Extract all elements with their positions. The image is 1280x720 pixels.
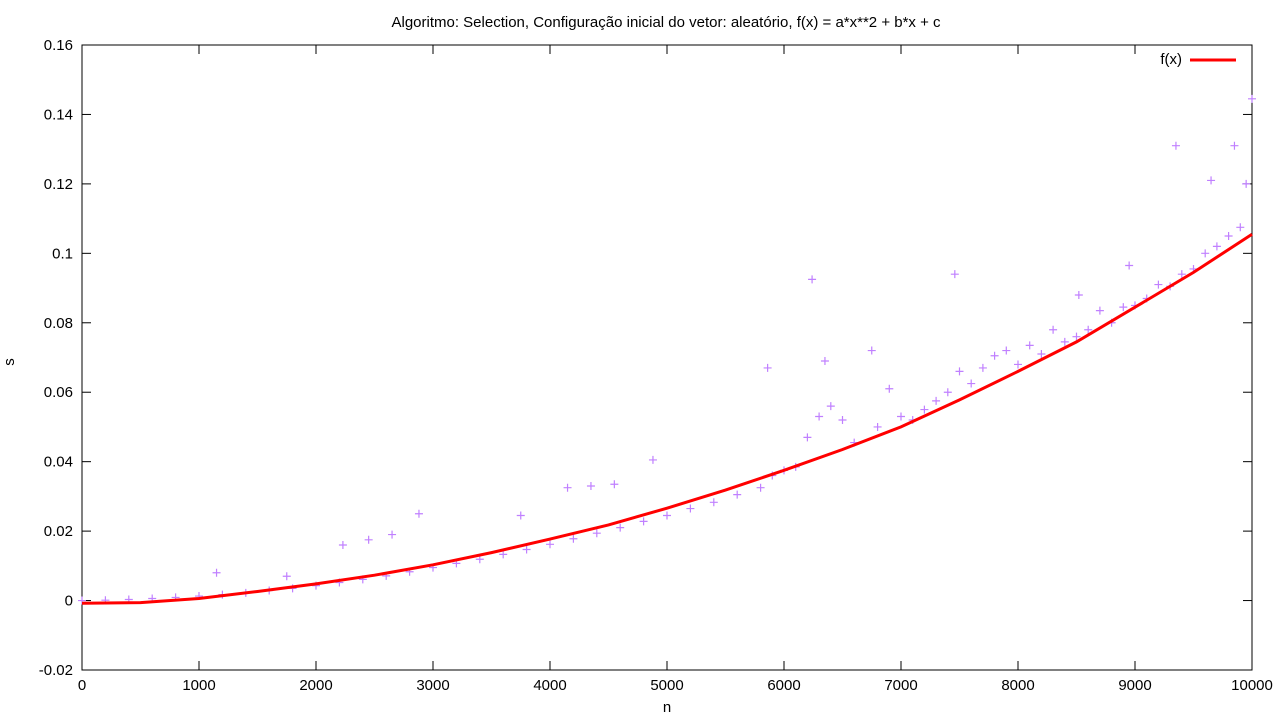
data-point <box>1230 141 1239 150</box>
data-point <box>885 384 894 393</box>
data-point <box>563 483 572 492</box>
data-point <box>873 422 882 431</box>
data-point <box>943 388 952 397</box>
data-point <box>920 405 929 414</box>
data-point <box>610 480 619 489</box>
y-axis-label: s <box>1 358 18 366</box>
y-tick-label: -0.02 <box>39 662 73 679</box>
data-point <box>808 275 817 284</box>
data-point <box>338 541 347 549</box>
data-point <box>826 402 835 411</box>
y-axis: -0.02 0 0.02 0.04 0.06 0.08 0.1 0.12 0.14 0.16 <box>39 37 1252 679</box>
data-point <box>978 363 987 372</box>
data-point <box>1072 332 1081 341</box>
data-point <box>686 504 695 513</box>
data-point <box>1125 261 1134 270</box>
y-tick-label: 0.06 <box>44 384 73 401</box>
data-point <box>616 523 625 532</box>
data-point <box>1201 249 1210 258</box>
data-point <box>569 534 578 543</box>
data-point <box>932 396 941 405</box>
data-point <box>756 483 765 492</box>
data-point <box>1002 346 1011 355</box>
data-point <box>1212 242 1221 251</box>
data-point <box>522 545 531 554</box>
data-point <box>592 529 601 538</box>
data-point <box>709 498 718 507</box>
data-point <box>663 511 671 520</box>
x-tick-label: 7000 <box>884 677 917 694</box>
y-tick-label: 0.02 <box>44 523 73 540</box>
y-tick-label: 0.04 <box>44 454 73 471</box>
data-point <box>1236 223 1245 232</box>
data-point <box>282 572 291 581</box>
data-point <box>803 433 812 442</box>
data-point <box>639 517 648 526</box>
x-tick-label: 1000 <box>182 677 215 694</box>
data-point <box>499 550 508 559</box>
data-point <box>1207 176 1216 185</box>
data-point <box>867 346 876 355</box>
data-point <box>516 511 525 520</box>
data-point <box>838 416 847 424</box>
data-point <box>546 540 554 549</box>
data-point <box>967 379 976 388</box>
data-point <box>1074 291 1083 299</box>
data-point <box>897 412 905 421</box>
data-point <box>1119 303 1128 312</box>
data-point <box>364 535 373 544</box>
y-tick-label: 0.08 <box>44 315 73 332</box>
x-tick-label: 4000 <box>533 677 566 694</box>
data-point <box>1060 337 1069 346</box>
x-tick-label: 3000 <box>416 677 449 694</box>
data-point <box>1025 341 1034 350</box>
data-point <box>388 530 397 539</box>
x-tick-label: 6000 <box>767 677 800 694</box>
data-point <box>1049 325 1058 334</box>
data-point <box>1242 179 1251 188</box>
x-tick-label: 5000 <box>650 677 683 694</box>
data-point <box>1095 306 1104 315</box>
x-tick-label: 9000 <box>1118 677 1151 694</box>
data-point <box>1177 270 1186 279</box>
x-tick-label: 10000 <box>1231 677 1273 694</box>
data-point <box>820 356 829 365</box>
data-point <box>815 412 824 421</box>
data-point <box>648 455 657 464</box>
data-point <box>414 509 423 518</box>
y-tick-label: 0 <box>65 593 73 610</box>
y-tick-label: 0.1 <box>52 245 73 262</box>
data-point <box>950 270 959 279</box>
y-tick-label: 0.16 <box>44 37 73 54</box>
data-point <box>1248 94 1256 103</box>
data-point <box>763 363 772 372</box>
data-point <box>1154 280 1163 289</box>
y-tick-label: 0.12 <box>44 176 73 193</box>
x-tick-label: 0 <box>78 677 86 694</box>
plot-frame <box>81 44 1253 671</box>
x-axis-label: n <box>663 699 671 716</box>
legend: f(x) <box>1160 51 1236 68</box>
data-point <box>1084 325 1093 334</box>
x-tick-label: 2000 <box>299 677 332 694</box>
x-axis: 0 1000 2000 3000 4000 5000 6000 7000 8000 9000 100… <box>78 45 1273 694</box>
data-point <box>733 490 742 499</box>
data-point <box>990 351 999 360</box>
data-point <box>1171 141 1180 150</box>
x-tick-label: 8000 <box>1001 677 1034 694</box>
y-tick-label: 0.14 <box>44 106 73 123</box>
data-point <box>955 367 964 376</box>
data-point <box>586 481 595 490</box>
data-point <box>1037 350 1046 359</box>
data-points <box>78 94 1256 605</box>
legend-label-fx: f(x) <box>1160 51 1182 68</box>
data-point <box>212 568 221 577</box>
data-point <box>1224 231 1233 240</box>
fit-curve <box>81 232 1253 605</box>
chart-title: Algoritmo: Selection, Configuração inici… <box>391 14 941 31</box>
data-point <box>1014 360 1022 369</box>
